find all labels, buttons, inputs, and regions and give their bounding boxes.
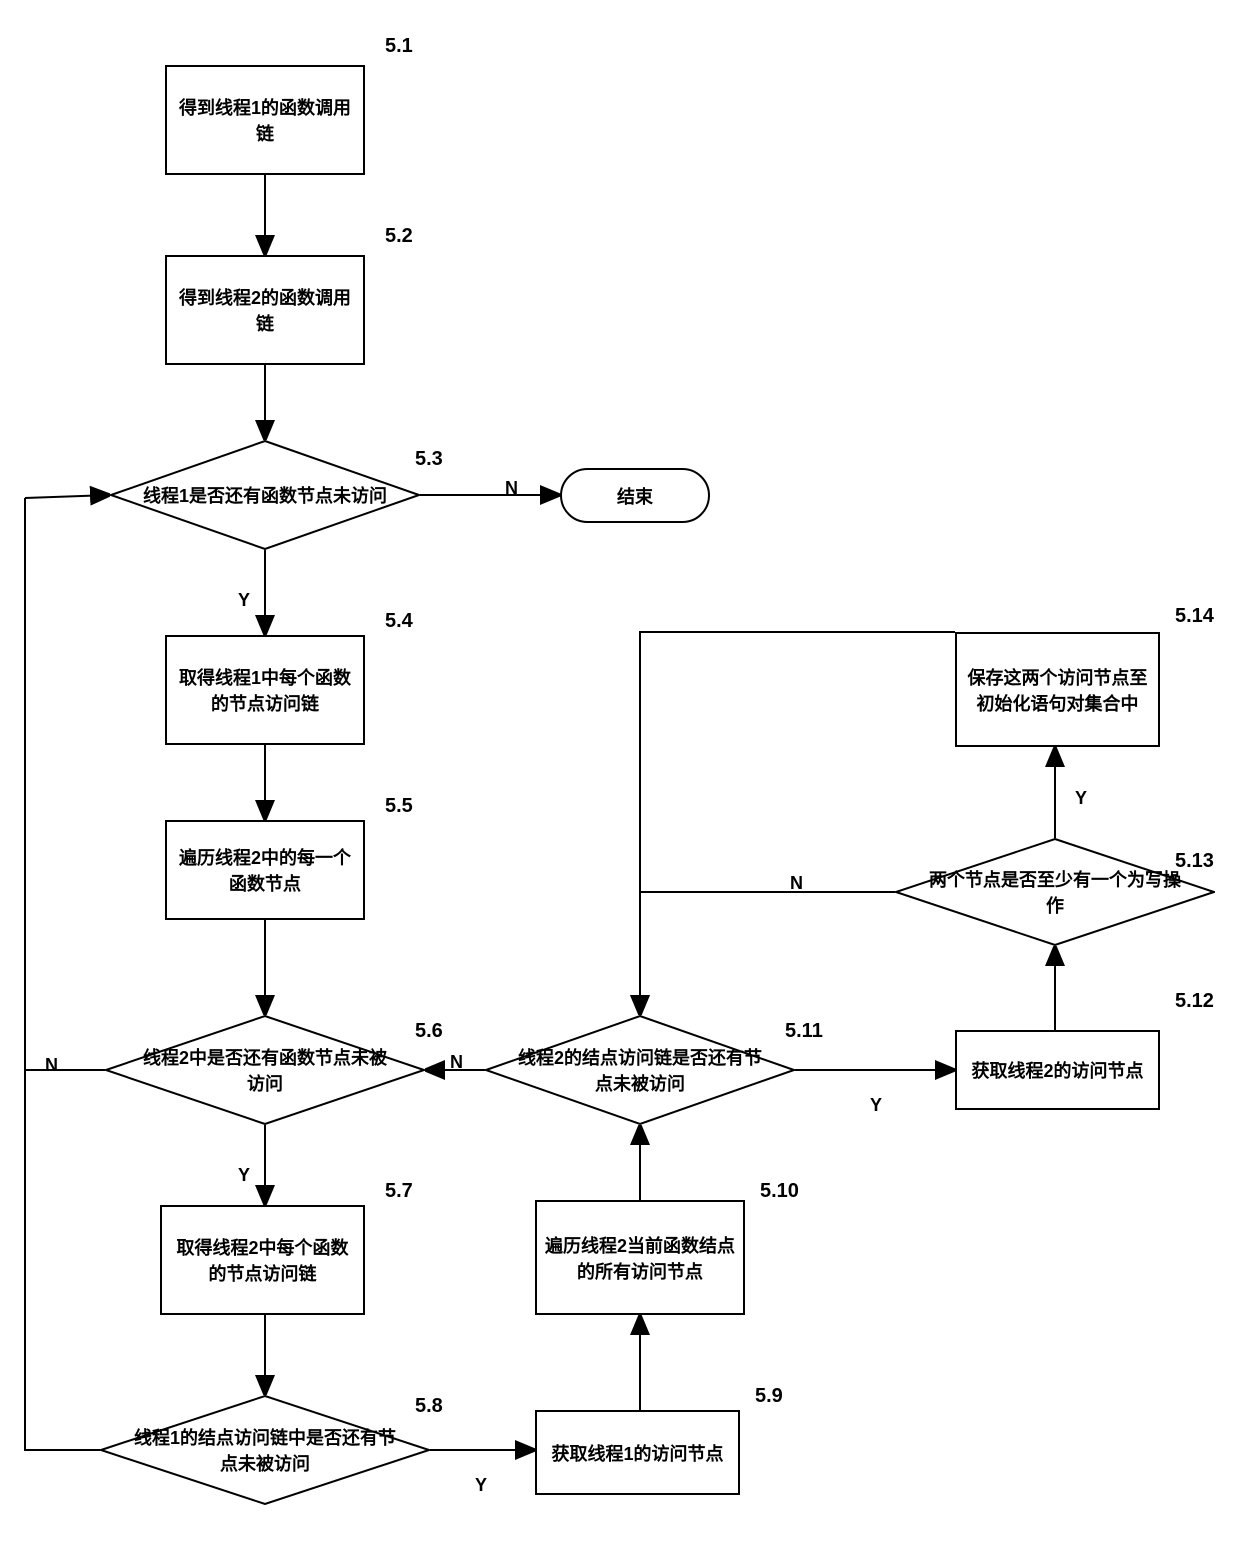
step-label-5-10: 5.10 <box>760 1180 799 1203</box>
flowchart-decision-n56: 线程2中是否还有函数节点未被访问 <box>105 1015 425 1125</box>
step-label-5-3: 5.3 <box>415 448 443 471</box>
step-label-5-7: 5.7 <box>385 1180 413 1203</box>
flowchart-process-n57: 取得线程2中每个函数的节点访问链 <box>160 1205 365 1315</box>
step-label-5-4: 5.4 <box>385 610 413 633</box>
edge-label: N <box>790 873 803 894</box>
flow-edge <box>25 498 100 1450</box>
edge-label: N <box>450 1052 463 1073</box>
node-text: 线程1是否还有函数节点未访问 <box>113 482 417 508</box>
node-text: 线程1的结点访问链中是否还有节点未被访问 <box>100 1424 430 1476</box>
step-label-5-14: 5.14 <box>1175 605 1214 628</box>
flowchart-process-n52: 得到线程2的函数调用链 <box>165 255 365 365</box>
node-text: 线程2的结点访问链是否还有节点未被访问 <box>485 1044 795 1096</box>
flowchart-arrows <box>0 0 1240 1566</box>
flowchart-process-n51: 得到线程1的函数调用链 <box>165 65 365 175</box>
step-label-5-1: 5.1 <box>385 35 413 58</box>
edge-label: Y <box>1075 788 1087 809</box>
step-label-5-9: 5.9 <box>755 1385 783 1408</box>
step-label-5-12: 5.12 <box>1175 990 1214 1013</box>
flow-edge <box>640 892 895 1015</box>
step-label-5-2: 5.2 <box>385 225 413 248</box>
step-label-5-6: 5.6 <box>415 1020 443 1043</box>
edge-label: N <box>505 478 518 499</box>
flowchart-decision-n58: 线程1的结点访问链中是否还有节点未被访问 <box>100 1395 430 1505</box>
step-label-5-8: 5.8 <box>415 1395 443 1418</box>
flow-edge <box>25 498 105 1070</box>
node-text: 线程2中是否还有函数节点未被访问 <box>105 1044 425 1096</box>
edge-label: Y <box>870 1095 882 1116</box>
edge-label: N <box>45 1055 58 1076</box>
flow-edge <box>640 632 955 1015</box>
flowchart-process-n59: 获取线程1的访问节点 <box>535 1410 740 1495</box>
edge-label: Y <box>238 590 250 611</box>
flowchart-process-n55: 遍历线程2中的每一个函数节点 <box>165 820 365 920</box>
edge-label: Y <box>475 1475 487 1496</box>
flowchart-decision-n53: 线程1是否还有函数节点未访问 <box>110 440 420 550</box>
flowchart-process-n514: 保存这两个访问节点至初始化语句对集合中 <box>955 632 1160 747</box>
node-text: 两个节点是否至少有一个为写操作 <box>895 866 1215 918</box>
flowchart-decision-n513: 两个节点是否至少有一个为写操作 <box>895 838 1215 946</box>
step-label-5-5: 5.5 <box>385 795 413 818</box>
flowchart-decision-n511: 线程2的结点访问链是否还有节点未被访问 <box>485 1015 795 1125</box>
step-label-5-11: 5.11 <box>785 1020 823 1043</box>
flow-edge <box>25 495 110 498</box>
flowchart-process-n510: 遍历线程2当前函数结点的所有访问节点 <box>535 1200 745 1315</box>
flowchart-process-n54: 取得线程1中每个函数的节点访问链 <box>165 635 365 745</box>
flowchart-process-n512: 获取线程2的访问节点 <box>955 1030 1160 1110</box>
edge-label: Y <box>238 1165 250 1186</box>
flowchart-terminator-end: 结束 <box>560 468 710 523</box>
